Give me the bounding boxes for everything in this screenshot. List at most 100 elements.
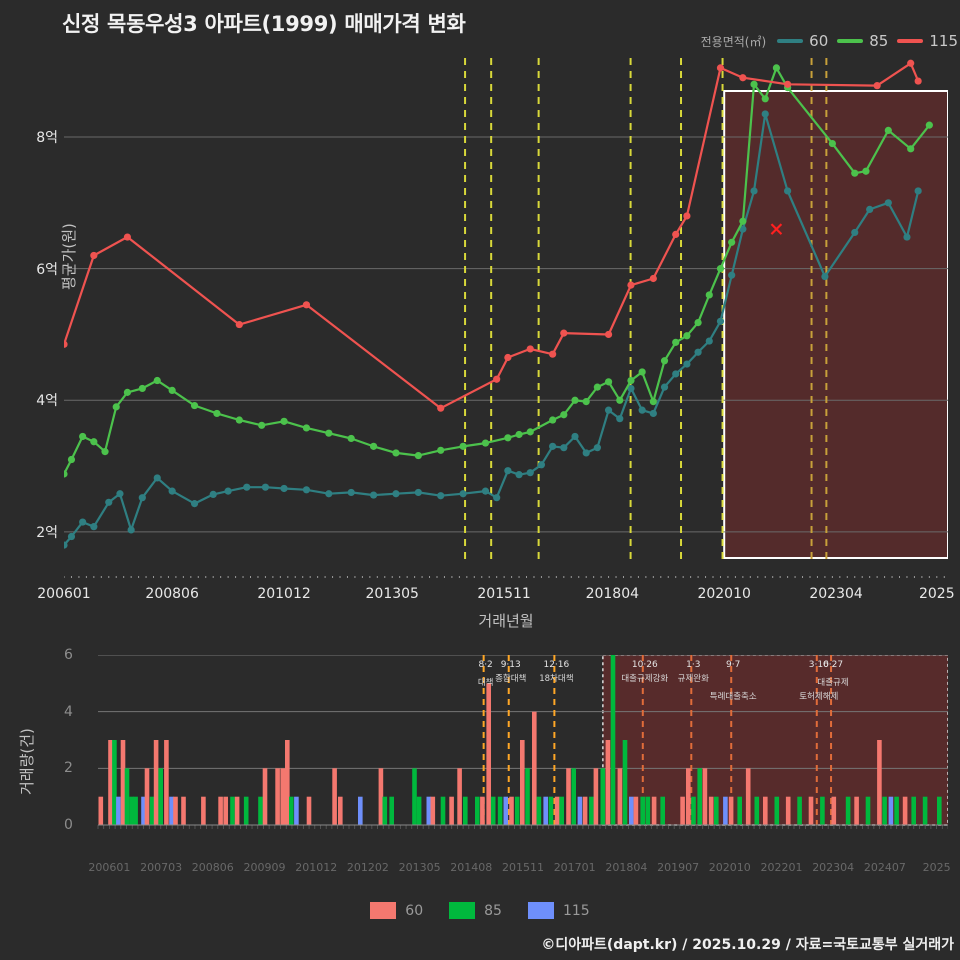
volume-bar[interactable]	[285, 740, 290, 825]
volume-bar[interactable]	[289, 796, 294, 825]
price-data-point[interactable]	[694, 319, 702, 327]
price-data-point[interactable]	[649, 409, 657, 418]
price-data-point[interactable]	[504, 434, 512, 442]
volume-bar[interactable]	[723, 796, 728, 825]
price-data-point[interactable]	[716, 64, 725, 72]
price-data-point[interactable]	[705, 337, 713, 345]
price-data-point[interactable]	[526, 345, 534, 353]
price-data-point[interactable]	[604, 378, 613, 386]
price-data-point[interactable]	[627, 376, 635, 385]
legend-entry-85[interactable]: 85	[837, 32, 888, 50]
legend-entry-115[interactable]: 115	[897, 32, 958, 50]
price-data-point[interactable]	[716, 265, 725, 273]
price-data-point[interactable]	[209, 490, 217, 499]
price-data-point[interactable]	[168, 386, 176, 395]
price-data-point[interactable]	[347, 488, 355, 497]
volume-bar[interactable]	[865, 796, 871, 825]
volume-bar[interactable]	[820, 796, 825, 825]
volume-bar[interactable]	[475, 796, 480, 825]
volume-bar[interactable]	[922, 796, 928, 825]
price-data-point[interactable]	[627, 384, 635, 393]
price-data-point[interactable]	[728, 238, 736, 246]
volume-bar[interactable]	[651, 796, 657, 825]
volume-bar[interactable]	[902, 796, 908, 825]
price-data-point[interactable]	[325, 429, 333, 437]
price-data-point[interactable]	[243, 483, 251, 491]
volume-bar[interactable]	[332, 768, 337, 825]
price-data-point[interactable]	[153, 474, 161, 482]
price-data-point[interactable]	[64, 340, 68, 348]
volume-bar[interactable]	[112, 740, 117, 825]
volume-bar[interactable]	[412, 768, 417, 825]
price-data-point[interactable]	[750, 80, 758, 88]
price-data-point[interactable]	[526, 469, 534, 477]
price-data-point[interactable]	[414, 451, 422, 460]
price-data-point[interactable]	[437, 404, 445, 412]
volume-bar[interactable]	[617, 768, 623, 825]
volume-bar[interactable]	[294, 796, 299, 825]
volume-bar[interactable]	[223, 796, 228, 825]
volume-bar[interactable]	[116, 796, 121, 825]
volume-bar[interactable]	[520, 740, 525, 825]
volume-bar[interactable]	[382, 796, 388, 825]
volume-bar[interactable]	[124, 768, 130, 825]
price-data-point[interactable]	[571, 396, 579, 404]
price-data-point[interactable]	[784, 80, 792, 88]
price-data-point[interactable]	[79, 518, 87, 526]
volume-bar[interactable]	[629, 796, 634, 825]
volume-bar[interactable]	[532, 711, 537, 825]
legend-entry-60[interactable]: 60	[777, 32, 828, 50]
price-data-point[interactable]	[526, 428, 534, 436]
price-data-point[interactable]	[190, 401, 199, 410]
price-data-point[interactable]	[683, 360, 691, 368]
price-data-point[interactable]	[705, 291, 713, 299]
volume-bar[interactable]	[737, 796, 742, 825]
price-data-point[interactable]	[873, 82, 881, 90]
price-data-point[interactable]	[884, 126, 892, 135]
volume-bar[interactable]	[378, 768, 384, 825]
price-data-point[interactable]	[649, 274, 657, 283]
price-data-point[interactable]	[504, 467, 512, 475]
price-data-point[interactable]	[604, 406, 613, 414]
volume-bar[interactable]	[503, 796, 509, 825]
price-data-point[interactable]	[79, 432, 87, 441]
price-data-point[interactable]	[414, 488, 422, 497]
volume-bar[interactable]	[728, 796, 734, 825]
price-data-point[interactable]	[828, 139, 836, 148]
volume-legend-entry-85[interactable]: 85	[449, 902, 502, 919]
price-data-point[interactable]	[549, 416, 557, 424]
volume-bar[interactable]	[763, 796, 768, 825]
volume-bar[interactable]	[129, 796, 134, 825]
price-data-point[interactable]	[138, 494, 146, 502]
price-data-point[interactable]	[168, 487, 176, 495]
price-data-point[interactable]	[560, 411, 568, 419]
price-data-point[interactable]	[672, 230, 680, 239]
volume-bar[interactable]	[754, 796, 760, 825]
price-data-point[interactable]	[851, 169, 859, 177]
price-data-point[interactable]	[90, 438, 98, 446]
price-data-point[interactable]	[638, 368, 646, 376]
price-data-point[interactable]	[190, 500, 199, 508]
volume-bar[interactable]	[559, 796, 564, 825]
volume-bar[interactable]	[358, 796, 363, 825]
price-data-point[interactable]	[64, 470, 68, 478]
volume-bar[interactable]	[173, 796, 178, 825]
volume-legend-entry-60[interactable]: 60	[370, 902, 423, 919]
volume-bar[interactable]	[306, 796, 312, 825]
price-data-point[interactable]	[437, 446, 445, 454]
volume-bar[interactable]	[854, 796, 859, 825]
volume-bar[interactable]	[645, 796, 651, 825]
price-data-point[interactable]	[660, 383, 669, 391]
price-data-point[interactable]	[772, 64, 781, 72]
price-data-point[interactable]	[261, 483, 270, 491]
volume-bar[interactable]	[164, 740, 169, 825]
volume-bar[interactable]	[440, 796, 446, 825]
volume-bar[interactable]	[548, 796, 554, 825]
price-data-point[interactable]	[392, 449, 400, 457]
price-data-point[interactable]	[90, 523, 98, 531]
volume-bar[interactable]	[745, 768, 751, 825]
volume-bar[interactable]	[158, 768, 163, 825]
volume-bar[interactable]	[120, 740, 126, 825]
price-data-point[interactable]	[123, 233, 132, 241]
volume-bar[interactable]	[660, 796, 665, 825]
